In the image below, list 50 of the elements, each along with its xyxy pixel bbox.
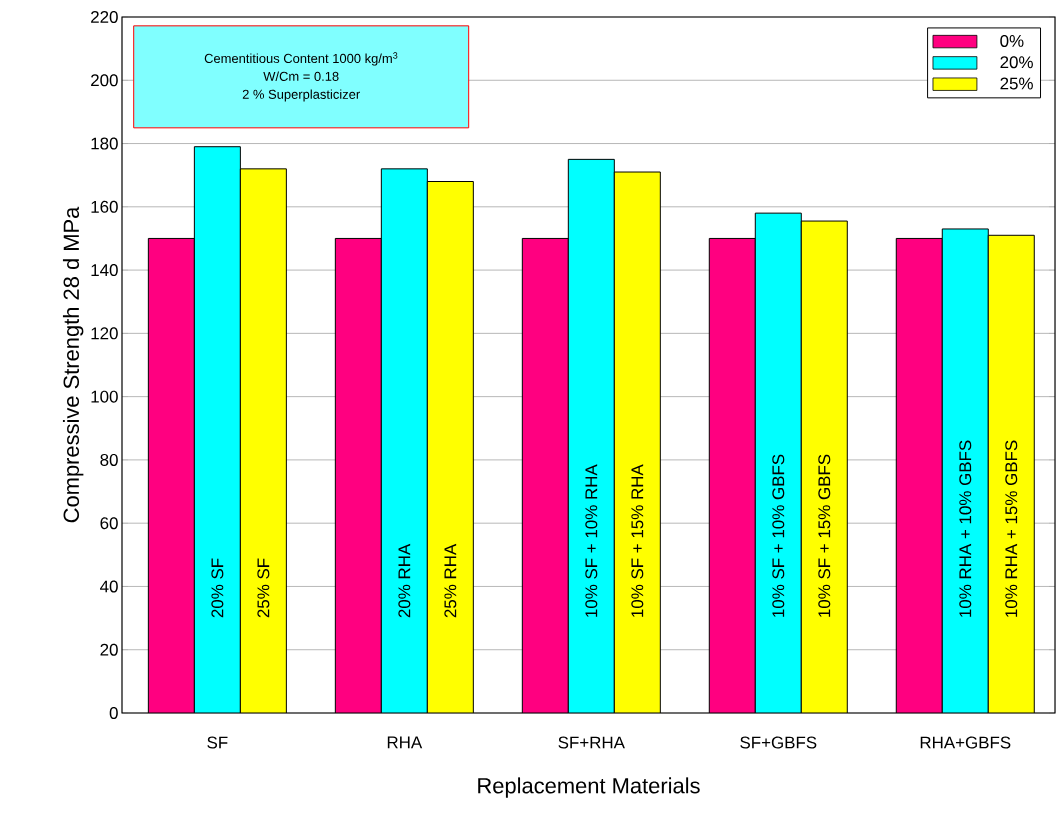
legend-label: 20% — [1000, 56, 1033, 69]
annotation: 10% SF + 15% GBFS — [818, 454, 831, 617]
y-tick-label: 180 — [91, 137, 118, 150]
annotation: 25% RHA — [444, 543, 457, 618]
annotation: 10% SF + 10% GBFS — [772, 454, 785, 617]
y-tick-label: 80 — [100, 453, 118, 466]
bar — [335, 238, 382, 713]
annotation: W/Cm = 0.18 — [263, 71, 339, 81]
annotation: Cementitious Content 1000 kg/m$^{3}$ — [204, 52, 398, 66]
annotation: 20% SF — [211, 558, 224, 618]
x-tick-label: SF — [207, 736, 228, 749]
y-tick-label: 120 — [91, 327, 118, 340]
bar — [895, 237, 943, 713]
bar — [521, 237, 569, 713]
bar — [613, 171, 661, 713]
annotation: 20% RHA — [398, 543, 411, 618]
legend-label: 0% — [1000, 34, 1024, 47]
bar — [708, 237, 756, 713]
bar — [800, 220, 848, 713]
bar — [193, 146, 241, 713]
legend-label: 25% — [1000, 77, 1033, 90]
annotation: 25% SF — [257, 558, 270, 618]
annotation: 10% SF + 15% RHA — [631, 464, 644, 617]
y-tick-label: 100 — [91, 390, 118, 403]
y-axis-title: Compressive Strength 28 d MPa — [62, 206, 84, 523]
bar — [941, 228, 989, 713]
y-tick-label: 160 — [91, 200, 118, 213]
x-tick-label: SF+RHA — [558, 736, 625, 749]
bar — [754, 212, 802, 713]
y-tick-label: 200 — [91, 74, 118, 87]
bar — [567, 158, 615, 713]
y-tick-label: 0 — [109, 707, 118, 719]
annotation: 10% RHA + 10% GBFS — [959, 440, 972, 617]
x-tick-label: SF+GBFS — [740, 736, 817, 749]
annotation: 10% SF + 10% RHA — [585, 464, 598, 617]
bar — [427, 181, 474, 713]
bar — [987, 234, 1035, 713]
y-tick-label: 40 — [100, 580, 118, 593]
x-tick-label: RHA — [387, 736, 423, 749]
y-tick-label: 60 — [100, 517, 118, 530]
annotation: 10% RHA + 15% GBFS — [1005, 440, 1018, 617]
x-axis-title: Replacement Materials — [478, 777, 700, 798]
bar — [239, 168, 287, 713]
bar — [381, 168, 428, 713]
y-tick-label: 220 — [91, 11, 118, 23]
x-tick-label: RHA+GBFS — [920, 736, 1011, 749]
annotation: 2 % Superplasticizer — [242, 89, 360, 102]
y-tick-label: 20 — [100, 643, 118, 656]
bar — [147, 237, 195, 713]
y-tick-label: 140 — [91, 264, 118, 277]
